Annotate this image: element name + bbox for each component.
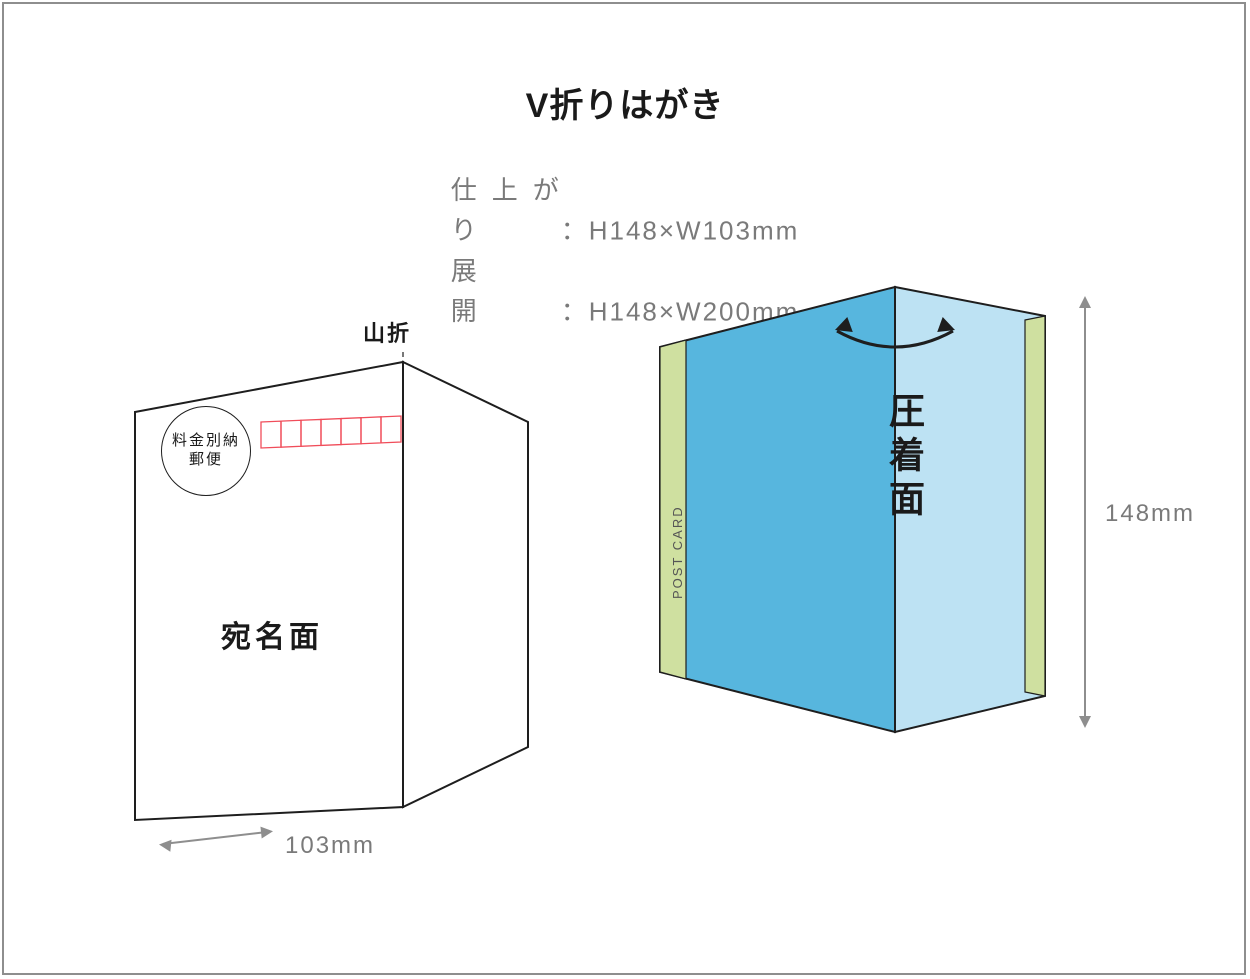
height-dimension-value: 148mm: [1105, 500, 1195, 528]
fold-mountain-label: 山折: [363, 316, 411, 348]
left-card: 山折 料金別納 郵便 宛名面 103mm: [135, 362, 545, 807]
stamp-line1: 料金別納: [172, 432, 240, 451]
spec-unfolded-label: 展 開: [451, 251, 561, 332]
spec-finished-row: 仕上がり：H148×W103mm: [0, 170, 1250, 251]
diagram-title: V折りはがき: [0, 78, 1250, 127]
spec-finished-value: H148×W103mm: [589, 215, 800, 245]
height-dimension-svg: [1075, 290, 1105, 740]
postcard-text: POST CARD: [670, 505, 685, 599]
spec-finished-label: 仕上がり: [451, 170, 561, 251]
spec-block: 仕上がり：H148×W103mm 展 開：H148×W200mm: [0, 170, 1250, 331]
height-dimension: 148mm: [1075, 290, 1205, 740]
address-face-label: 宛名面: [221, 612, 323, 656]
postage-stamp-circle: 料金別納 郵便: [161, 406, 251, 496]
width-dimension-value: 103mm: [285, 832, 375, 860]
width-dimension: 103mm: [155, 828, 405, 888]
stamp-line2: 郵便: [189, 451, 223, 470]
right-card-svg: [660, 287, 1060, 747]
spec-unfolded-row: 展 開：H148×W200mm: [0, 251, 1250, 332]
pressure-seal-label: 圧着面: [878, 392, 930, 524]
right-card: POST CARD 圧着面: [660, 287, 1060, 732]
